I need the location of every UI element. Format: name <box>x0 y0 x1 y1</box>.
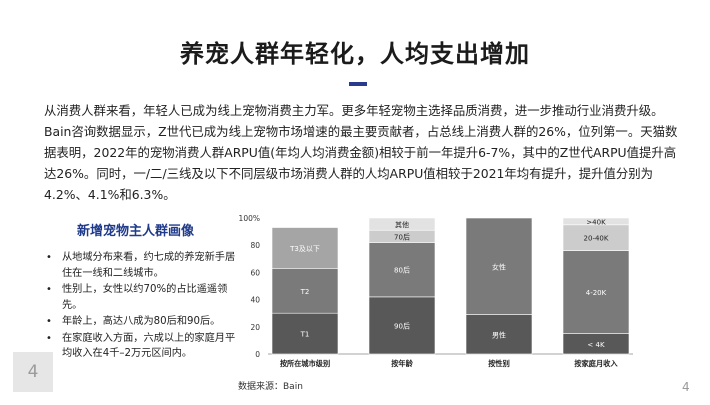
segment-label: < 4K <box>587 341 605 349</box>
bar-segment <box>368 217 436 231</box>
bullet-item-income: 在家庭收入方面，六成以上的家庭月平均收入在4千–2万元区间内。 <box>44 331 244 362</box>
segment-label: 90后 <box>394 321 410 330</box>
intro-paragraph: 从消费人群来看，年轻人已成为线上宠物消费主力军。更多年轻宠物主选择品质消费，进一… <box>44 103 678 202</box>
bullet-item-region: 从地域分布来看，约七成的养宠新手居住在一线和二线城市。 <box>44 250 244 281</box>
bar-segment <box>271 268 339 314</box>
bar-segment <box>465 314 533 355</box>
y-tick-label: 20 <box>250 323 260 332</box>
bar-segment <box>271 227 339 269</box>
y-tick-label: 60 <box>250 268 260 277</box>
segment-label: 其他 <box>395 220 409 229</box>
segment-label: 4-20K <box>586 289 607 297</box>
y-tick-label: 80 <box>250 241 260 250</box>
x-category-label: 按所在城市级别 <box>280 359 330 368</box>
bar-segment <box>562 217 630 226</box>
segment-label: >40K <box>586 218 606 226</box>
x-category-label: 按家庭月收入 <box>574 359 618 368</box>
y-tick-label: 100% <box>239 214 260 223</box>
segment-label: 80后 <box>394 266 410 275</box>
segment-label: 男性 <box>492 330 506 339</box>
x-category-label: 按性别 <box>488 359 510 368</box>
title-accent-bar <box>349 82 367 86</box>
x-category-label: 按年龄 <box>391 359 413 368</box>
slide-number-badge: 4 <box>13 352 53 392</box>
page-title: 养宠人群年轻化，人均支出增加 <box>180 40 530 68</box>
bullet-item-age: 年龄上，高达八成为80后和90后。 <box>44 314 244 330</box>
bar-segment <box>465 217 533 315</box>
bar-segment <box>368 242 436 298</box>
data-source: 数据来源：Bain <box>238 382 303 392</box>
y-tick-label: 0 <box>255 350 260 359</box>
page-number: 4 <box>682 380 690 394</box>
section-heading: 新增宠物主人群画像 <box>77 224 195 239</box>
segment-label: T1 <box>300 331 310 339</box>
segment-label: 20-40K <box>584 235 609 243</box>
segment-label: T2 <box>300 288 310 296</box>
segment-label: 70后 <box>394 232 410 241</box>
bar-segment <box>562 224 630 251</box>
y-tick-label: 40 <box>250 296 260 305</box>
bullet-item-gender: 性别上，女性以约70%的占比遥遥领先。 <box>44 282 244 313</box>
segment-label: 女性 <box>492 262 506 271</box>
bar-segment <box>271 312 339 355</box>
segment-label: T3及以下 <box>289 245 320 253</box>
bar-segment <box>562 250 630 334</box>
bullet-list: 从地域分布来看，约七成的养宠新手居住在一线和二线城市。 性别上，女性以约70%的… <box>44 250 244 363</box>
bar-segment <box>368 296 436 355</box>
